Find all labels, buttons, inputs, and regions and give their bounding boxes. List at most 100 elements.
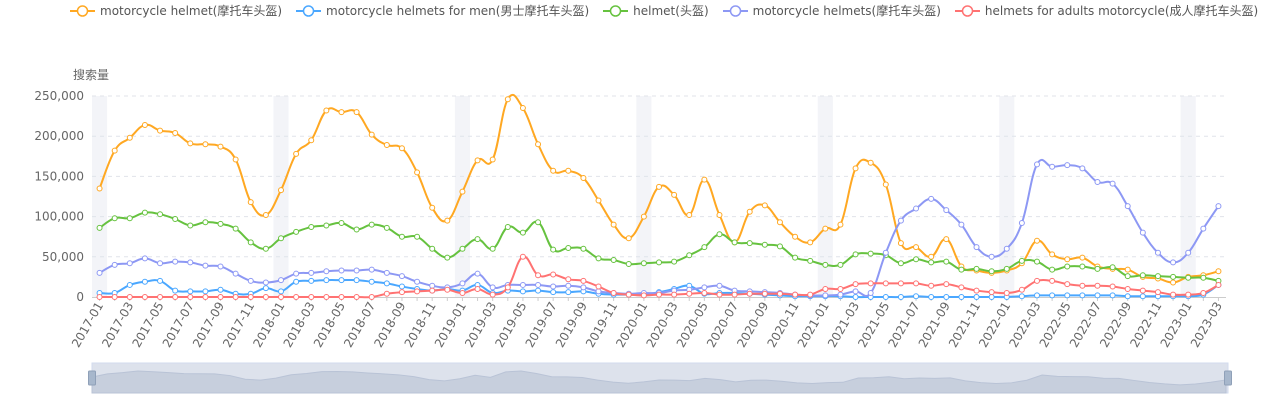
data-point: [867, 289, 874, 296]
data-point: [565, 276, 572, 283]
data-point: [776, 290, 783, 297]
data-point: [1064, 292, 1071, 299]
data-point: [474, 157, 481, 164]
data-point: [202, 219, 209, 226]
legend-item[interactable]: motorcycle helmets(摩托车头盔): [722, 2, 941, 19]
data-point: [1094, 292, 1101, 299]
data-point: [1200, 225, 1207, 232]
january-band: [636, 96, 652, 297]
data-point: [897, 294, 904, 300]
data-point: [232, 270, 239, 277]
legend-item[interactable]: motorcycle helmet(摩托车头盔): [70, 2, 282, 19]
data-point: [1079, 282, 1086, 289]
data-point: [761, 202, 768, 209]
data-point: [988, 253, 995, 260]
data-point: [1170, 273, 1177, 280]
data-point: [141, 121, 148, 128]
data-point: [897, 280, 904, 287]
data-point: [172, 287, 179, 294]
data-point: [278, 235, 284, 242]
data-point: [897, 260, 904, 267]
data-point: [157, 211, 164, 218]
data-point: [1139, 293, 1146, 300]
data-point: [383, 280, 390, 287]
data-point: [1154, 249, 1161, 256]
data-point: [1154, 289, 1161, 296]
data-point: [1094, 265, 1101, 272]
data-point: [247, 294, 254, 300]
data-point: [1154, 273, 1161, 280]
data-point: [882, 249, 889, 256]
data-point: [293, 270, 300, 277]
slider-handle[interactable]: [88, 370, 96, 386]
data-point: [383, 224, 390, 231]
data-point: [973, 287, 980, 294]
data-point: [535, 287, 542, 294]
legend-label: motorcycle helmets for men(男士摩托车头盔): [326, 4, 590, 18]
data-point: [459, 289, 466, 296]
data-point: [535, 272, 542, 279]
january-band: [999, 96, 1015, 297]
data-point: [1049, 163, 1056, 170]
data-zoom-slider[interactable]: [88, 362, 1232, 394]
legend-item[interactable]: helmet(头盔): [603, 2, 709, 19]
data-point: [1018, 257, 1025, 264]
data-point: [126, 281, 133, 288]
data-point: [1094, 282, 1101, 289]
data-point: [474, 285, 481, 292]
data-point: [383, 142, 390, 149]
data-point: [565, 167, 572, 174]
data-point: [973, 265, 980, 272]
data-point: [671, 291, 678, 298]
january-band: [273, 96, 289, 297]
data-point: [217, 143, 224, 150]
data-point: [323, 294, 330, 300]
data-point: [323, 277, 330, 284]
data-point: [459, 188, 466, 195]
data-point: [111, 261, 118, 268]
legend-label: motorcycle helmets(摩托车头盔): [752, 4, 941, 18]
data-point: [202, 141, 209, 148]
data-point: [157, 277, 164, 284]
data-point: [852, 281, 859, 288]
data-point: [1124, 273, 1131, 280]
data-point: [671, 258, 678, 265]
data-point: [958, 266, 965, 273]
series-line: [99, 158, 1220, 297]
data-point: [353, 226, 360, 233]
data-point: [398, 273, 405, 280]
data-point: [323, 222, 330, 229]
data-point: [1079, 254, 1086, 261]
data-point: [761, 241, 768, 248]
data-point: [1170, 291, 1177, 298]
data-point: [111, 215, 118, 222]
data-point: [172, 129, 179, 136]
data-point: [308, 224, 315, 231]
slider-handle[interactable]: [1224, 370, 1232, 386]
data-point: [535, 281, 542, 288]
data-point: [278, 187, 284, 194]
legend-item[interactable]: motorcycle helmets for men(男士摩托车头盔): [296, 2, 589, 19]
data-point: [338, 267, 345, 274]
data-point: [429, 282, 436, 289]
data-point: [1003, 265, 1010, 272]
data-point: [141, 209, 148, 216]
data-point: [928, 195, 935, 202]
data-point: [157, 294, 164, 300]
data-point: [96, 185, 103, 192]
data-point: [157, 260, 164, 267]
data-point: [1139, 272, 1146, 279]
data-point: [172, 294, 179, 300]
legend-item[interactable]: helmets for adults motorcycle(成人摩托车头盔): [954, 2, 1258, 19]
data-point: [1215, 268, 1222, 275]
data-point: [565, 282, 572, 289]
data-point: [1003, 289, 1010, 296]
data-point: [217, 220, 224, 227]
legend-label: motorcycle helmet(摩托车头盔): [100, 4, 283, 18]
data-point: [746, 290, 753, 297]
data-point: [731, 239, 738, 246]
data-point: [489, 156, 496, 163]
data-point: [1124, 285, 1131, 292]
data-point: [610, 257, 617, 264]
